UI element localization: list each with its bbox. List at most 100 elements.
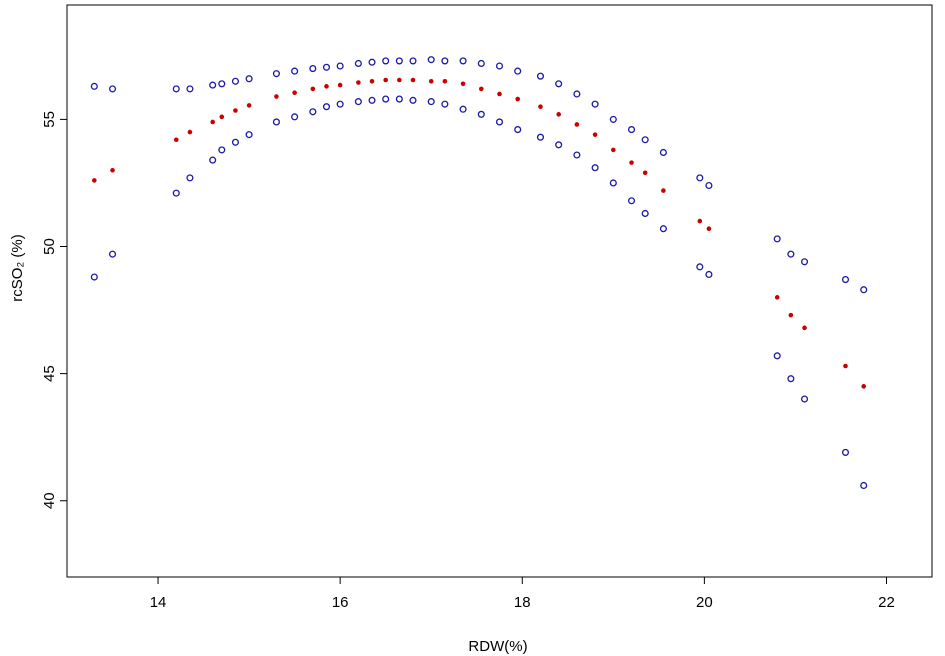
- y-axis: 40 45 50 55: [41, 111, 67, 509]
- fitted-point: [515, 96, 521, 102]
- fitted-point: [110, 167, 115, 173]
- upper-bound-point: [368, 58, 376, 66]
- lower-bound-point: [395, 95, 403, 103]
- lower-bound-point: [441, 100, 449, 108]
- fitted-point: [210, 119, 215, 125]
- upper-bound-point: [309, 65, 317, 73]
- upper-bound-point: [459, 57, 467, 65]
- upper-bound-point: [477, 59, 485, 68]
- lower-bound-point: [495, 118, 504, 126]
- lower-bound-point: [309, 108, 317, 116]
- fitted-point: [861, 384, 867, 389]
- lower-bound-point: [354, 98, 362, 106]
- upper-bound-point: [322, 63, 331, 71]
- lower-bound-point: [245, 131, 253, 139]
- upper-bound-point: [218, 80, 226, 88]
- lower-bound-point: [800, 395, 809, 403]
- lower-bound-point: [459, 105, 467, 113]
- upper-bound-point: [514, 67, 522, 75]
- fitted-point: [478, 86, 484, 92]
- upper-bound-point: [427, 56, 435, 64]
- fitted-point: [802, 325, 807, 331]
- upper-bound-point: [773, 235, 781, 243]
- lower-bound-point: [108, 250, 117, 258]
- x-tick-label: 22: [878, 594, 895, 611]
- x-axis: 14 16 18 20 22: [150, 577, 895, 611]
- x-tick-label: 16: [332, 594, 349, 611]
- upper-bound-point: [272, 70, 280, 78]
- lower-bound-point: [514, 126, 522, 134]
- fitted-point: [397, 77, 402, 83]
- lower-bound-point: [641, 209, 649, 218]
- upper-bound-point: [291, 67, 299, 75]
- lower-bound-point: [573, 151, 581, 159]
- fitted-point: [788, 312, 794, 318]
- upper-bound-point: [591, 100, 599, 108]
- lower-bound-point: [627, 197, 636, 205]
- lower-bound-point: [322, 103, 331, 111]
- fitted-point: [774, 295, 780, 300]
- lower-bound-point: [90, 273, 98, 281]
- fitted-point: [642, 170, 648, 176]
- fitted-point: [173, 137, 179, 143]
- lower-bound-point: [696, 263, 704, 271]
- fitted-point: [497, 91, 502, 97]
- fitted-point: [219, 114, 225, 120]
- upper-bound-point: [609, 115, 617, 123]
- upper-bound-point: [536, 72, 545, 80]
- fitted-point: [442, 78, 448, 84]
- lower-bound-point: [231, 138, 239, 146]
- fitted-point: [661, 188, 666, 193]
- plot-frame: [66, 4, 933, 578]
- upper-bound-point: [382, 57, 390, 65]
- upper-bound-point: [172, 85, 180, 93]
- lower-bound-point: [209, 156, 217, 164]
- fitted-point: [629, 160, 634, 165]
- fitted-point: [428, 78, 434, 84]
- y-tick-label: 55: [41, 111, 58, 128]
- x-tick-label: 18: [514, 594, 531, 611]
- upper-bound-point: [441, 57, 449, 65]
- lower-bound-point: [555, 141, 563, 149]
- fitted-point: [92, 178, 97, 183]
- lower-bound-point: [368, 96, 376, 104]
- fitted-point: [356, 80, 361, 85]
- fitted-point: [538, 104, 543, 109]
- fitted-point: [574, 122, 580, 127]
- y-axis-label: rcSO₂ (%): [9, 234, 26, 302]
- upper-bound-point: [573, 90, 581, 98]
- fitted-point: [410, 77, 416, 83]
- fitted-point: [592, 132, 598, 137]
- lower-bound-point: [609, 179, 617, 187]
- upper-bound-point: [641, 136, 649, 144]
- fitted-point: [460, 81, 466, 87]
- upper-bound-point: [395, 57, 403, 65]
- upper-bound-point: [108, 85, 117, 93]
- y-tick-label: 50: [41, 238, 58, 255]
- upper-bound-point: [659, 148, 667, 156]
- upper-bound-point: [336, 62, 344, 70]
- y-tick-label: 45: [41, 365, 58, 382]
- upper-bound-point: [231, 77, 239, 85]
- upper-bound-point: [186, 85, 194, 93]
- fitted-point: [233, 108, 238, 113]
- fitted-point: [324, 84, 329, 89]
- y-tick-label: 40: [41, 492, 58, 509]
- fitted-point: [246, 103, 252, 108]
- fitted-point: [611, 147, 616, 153]
- upper-bound-point: [841, 276, 850, 284]
- lower-bound-point: [477, 110, 485, 118]
- fitted-point: [556, 112, 561, 117]
- lower-bound-point: [773, 352, 781, 360]
- fitted-point: [697, 218, 703, 224]
- upper-bound-point: [860, 286, 868, 294]
- x-axis-label: RDW(%): [468, 638, 527, 655]
- lower-bound-point: [659, 225, 667, 233]
- lower-bound-point: [841, 448, 850, 456]
- data-points: [90, 56, 868, 490]
- lower-bound-point: [705, 270, 713, 279]
- upper-bound-point: [696, 174, 704, 182]
- upper-bound-point: [209, 81, 217, 89]
- upper-bound-point: [495, 62, 504, 70]
